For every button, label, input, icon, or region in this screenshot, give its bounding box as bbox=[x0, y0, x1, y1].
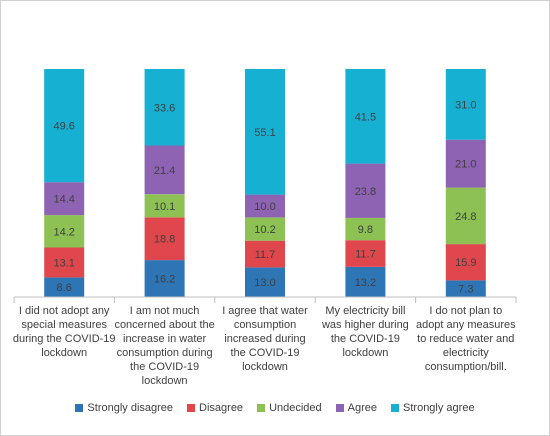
category-label-line: lockdown bbox=[141, 375, 188, 387]
category-label: I did not adopt any special measures durin… bbox=[10, 304, 118, 360]
legend-label: Strongly agree bbox=[403, 402, 475, 414]
bar-segment bbox=[144, 260, 185, 297]
category-label-line: lockdown bbox=[342, 347, 389, 359]
data-label: 16.2 bbox=[154, 274, 175, 286]
data-label: 8.6 bbox=[57, 282, 72, 294]
bar-segment bbox=[245, 240, 285, 268]
category-label-line: special measures bbox=[21, 319, 107, 331]
legend-label: Undecided bbox=[269, 402, 322, 414]
category-label: My electricity bill was higher during the … bbox=[311, 304, 419, 360]
category-label-line: the COVID-19 bbox=[330, 333, 400, 345]
data-label: 13.0 bbox=[254, 277, 275, 289]
category-label: I agree that water consumption increased d… bbox=[211, 304, 319, 374]
bar-segment bbox=[44, 182, 85, 216]
bar-segment bbox=[245, 217, 285, 241]
bar-segment bbox=[445, 280, 486, 297]
category-label-line: consumption bbox=[233, 319, 297, 331]
category-label-line: I am not much bbox=[129, 305, 200, 317]
bar-segment bbox=[144, 217, 185, 261]
bar-segment bbox=[445, 69, 486, 140]
data-label: 10.2 bbox=[254, 224, 275, 236]
data-label: 13.2 bbox=[355, 277, 376, 289]
data-label: 11.7 bbox=[355, 249, 376, 261]
bar-segment bbox=[245, 69, 285, 195]
category-label: I do not plan to adopt any measures to red… bbox=[412, 304, 520, 374]
data-label: 11.7 bbox=[255, 249, 276, 261]
bar-segment bbox=[345, 163, 386, 218]
bar-segment bbox=[345, 240, 386, 267]
data-label: 23.8 bbox=[355, 186, 376, 198]
data-label: 33.6 bbox=[154, 102, 175, 114]
category-label-line: the COVID-19 lockdown bbox=[230, 347, 300, 373]
category-label-line: consumption/bill. bbox=[424, 361, 507, 373]
bar-segment bbox=[144, 69, 185, 146]
bar-segment bbox=[44, 277, 85, 297]
data-label: 21.4 bbox=[154, 165, 175, 177]
category-label-line: increased during bbox=[224, 333, 306, 345]
data-label: 24.8 bbox=[455, 211, 476, 223]
category-label-line: concerned about the bbox=[114, 319, 215, 331]
bar-segment bbox=[245, 194, 285, 218]
category-label-line: during the COVID-19 bbox=[12, 333, 116, 345]
bar-segment bbox=[44, 215, 85, 248]
category-label-line: the COVID-19 bbox=[130, 361, 200, 373]
category-label-line: electricity bbox=[442, 347, 489, 359]
data-label: 55.1 bbox=[254, 127, 275, 139]
legend-item: Strongly disagree bbox=[75, 402, 173, 414]
category-label-line: consumption during bbox=[116, 347, 213, 359]
bar-segment bbox=[245, 267, 285, 297]
category-label-line: My electricity bill bbox=[325, 305, 406, 317]
category-label-line: was higher during bbox=[321, 319, 409, 331]
legend: Strongly disagree Disagree Undecided Agree S… bbox=[1, 402, 549, 414]
data-label: 10.0 bbox=[254, 201, 275, 213]
legend-item: Strongly agree bbox=[391, 402, 475, 414]
data-label: 14.2 bbox=[53, 226, 74, 238]
data-label: 21.0 bbox=[455, 159, 476, 171]
category-label-line: I agree that water bbox=[222, 305, 308, 317]
data-label: 10.1 bbox=[154, 201, 175, 213]
data-label: 13.1 bbox=[53, 257, 74, 269]
bar-segment bbox=[445, 244, 486, 281]
legend-item: Agree bbox=[335, 402, 378, 414]
data-label: 18.8 bbox=[154, 234, 175, 246]
category-label: I am not much concerned about the increase… bbox=[111, 304, 219, 388]
legend-item: Undecided bbox=[257, 402, 322, 414]
category-label-line: adopt any measures bbox=[415, 319, 516, 331]
legend-swatch bbox=[391, 404, 400, 412]
data-label: 7.3 bbox=[458, 284, 473, 296]
bar-segment bbox=[345, 217, 386, 241]
bar-segment bbox=[44, 69, 85, 183]
legend-swatch bbox=[187, 404, 196, 412]
category-label-line: I did not adopt any bbox=[18, 305, 110, 317]
bar-segment bbox=[445, 139, 486, 188]
bar-segment bbox=[144, 194, 185, 218]
legend-label: Strongly disagree bbox=[87, 402, 174, 414]
bar-segment bbox=[445, 187, 486, 245]
legend-label: Agree bbox=[347, 402, 378, 414]
data-label: 49.6 bbox=[53, 121, 74, 133]
legend-label: Disagree bbox=[199, 402, 244, 414]
data-label: 31.0 bbox=[455, 99, 476, 111]
bar-segment bbox=[144, 145, 185, 195]
legend-item: Disagree bbox=[187, 402, 243, 414]
data-label: 14.4 bbox=[53, 194, 74, 206]
data-label: 41.5 bbox=[355, 111, 376, 123]
legend-swatch bbox=[335, 404, 344, 412]
legend-swatch bbox=[257, 404, 266, 412]
bar-segment bbox=[44, 247, 85, 278]
category-label-line: increase in water bbox=[123, 333, 207, 345]
category-label-line: to reduce water and bbox=[417, 333, 515, 345]
bar-segment bbox=[345, 69, 386, 164]
legend-swatch bbox=[75, 404, 84, 412]
bar-segment bbox=[345, 266, 386, 297]
data-label: 15.9 bbox=[455, 257, 476, 269]
category-label-line: I do not plan to bbox=[429, 305, 503, 317]
category-label-line: lockdown bbox=[41, 347, 88, 359]
data-label: 9.8 bbox=[358, 224, 373, 236]
